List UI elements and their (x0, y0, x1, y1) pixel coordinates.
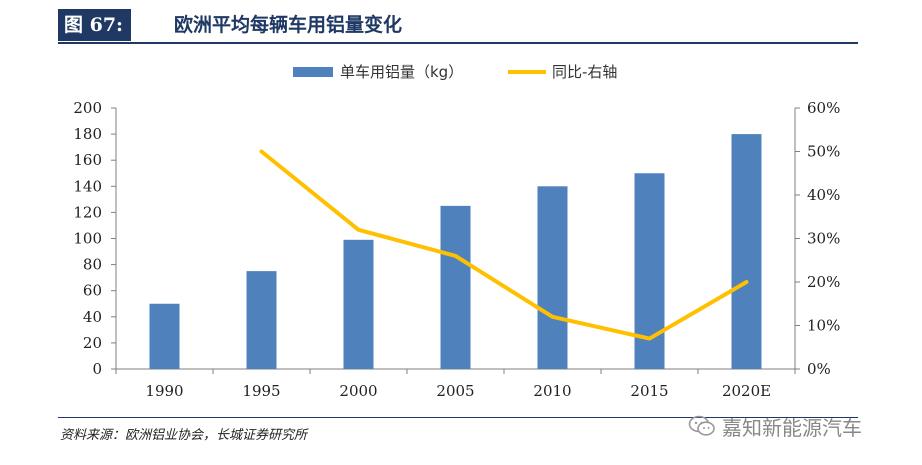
legend-label-line: 同比-右轴 (552, 63, 617, 81)
left-tick-label: 0 (92, 360, 102, 378)
footer-rule (58, 417, 858, 418)
legend-swatch-bar (293, 67, 333, 77)
left-tick-label: 180 (73, 125, 102, 143)
right-tick-label: 40% (807, 186, 840, 204)
bar (731, 134, 762, 369)
left-tick-label: 20 (83, 334, 102, 352)
right-tick-label: 50% (807, 143, 840, 161)
x-tick-label: 1990 (145, 382, 183, 400)
left-tick-label: 80 (83, 256, 102, 274)
source-note: 资料来源：欧洲铝业协会，长城证券研究所 (60, 428, 308, 443)
header-rule (58, 42, 858, 44)
left-tick-label: 60 (83, 282, 102, 300)
watermark-text: 嘉知新能源汽车 (722, 415, 862, 440)
wechat-icon (688, 415, 715, 436)
x-tick-label: 2000 (339, 382, 377, 400)
figure-label: 图 67: (58, 9, 132, 41)
right-tick-label: 60% (807, 99, 840, 117)
yoy-line (259, 149, 749, 341)
figure-header: 图 67: 欧洲平均每辆车用铝量变化 (58, 9, 858, 44)
bar (246, 271, 277, 369)
legend-label-bar: 单车用铝量（kg） (340, 63, 463, 81)
x-tick-label: 2005 (436, 382, 474, 400)
chart-title: 欧洲平均每辆车用铝量变化 (174, 14, 403, 36)
left-tick-label: 140 (73, 177, 102, 195)
watermark: 嘉知新能源汽车 (688, 413, 862, 440)
x-tick-label: 1995 (242, 382, 280, 400)
left-tick-label: 100 (73, 230, 102, 248)
right-tick-label: 20% (807, 273, 840, 291)
left-tick-label: 200 (73, 99, 102, 117)
bar (537, 186, 568, 369)
bar (149, 303, 180, 369)
bar (440, 205, 471, 369)
x-tick-label: 2010 (533, 382, 571, 400)
x-tick-label: 2020E (722, 382, 771, 400)
bar (343, 239, 374, 369)
right-tick-label: 30% (807, 230, 840, 248)
x-tick-label: 2015 (630, 382, 668, 400)
left-tick-label: 40 (83, 308, 102, 326)
right-tick-label: 0% (807, 360, 831, 378)
left-tick-label: 160 (73, 151, 102, 169)
right-tick-label: 10% (807, 317, 840, 335)
left-tick-label: 120 (73, 203, 102, 221)
